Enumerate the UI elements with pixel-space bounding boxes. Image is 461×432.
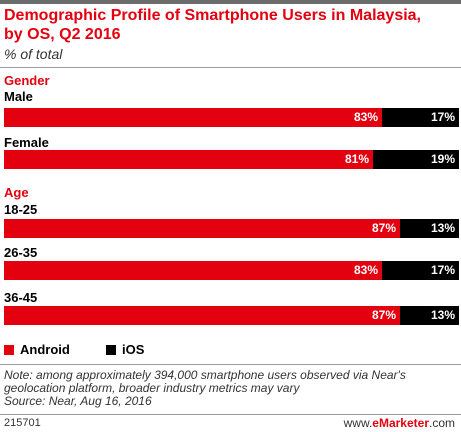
bar-row-female: 81% 19% (4, 150, 459, 169)
divider-notes (0, 364, 461, 365)
bar-row-36-45: 87% 13% (4, 306, 459, 325)
bar-ios-male: 17% (382, 108, 459, 127)
bar-ios-26-35: 17% (382, 261, 459, 280)
group-label-gender: Gender (4, 73, 50, 88)
brand-link[interactable]: www.eMarketer.com (344, 416, 455, 430)
bar-row-26-35: 83% 17% (4, 261, 459, 280)
legend-label-ios: iOS (122, 342, 145, 357)
data-label-ios-male: 17% (430, 110, 455, 124)
bar-android-26-35: 83% (4, 261, 382, 280)
legend-item-ios: iOS (106, 342, 144, 357)
brand-suffix: .com (428, 416, 455, 430)
bar-row-18-25: 87% 13% (4, 219, 459, 238)
data-label-android-36-45: 87% (371, 308, 396, 322)
group-label-age: Age (4, 185, 29, 200)
notes: Note: among approximately 394,000 smartp… (4, 369, 454, 408)
bar-ios-36-45: 13% (400, 306, 459, 325)
data-label-android-18-25: 87% (371, 221, 396, 235)
legend-swatch-ios (106, 344, 116, 355)
category-label-male: Male (4, 89, 33, 104)
data-label-android-26-35: 83% (353, 263, 378, 277)
legend-label-android: Android (20, 342, 70, 357)
top-bar (0, 0, 461, 4)
data-label-ios-18-25: 13% (430, 221, 455, 235)
note-text: Note: among approximately 394,000 smartp… (4, 368, 406, 395)
bar-ios-female: 19% (373, 150, 459, 169)
brand-prefix: www. (343, 416, 373, 430)
chart-title: Demographic Profile of Smartphone Users … (4, 7, 421, 43)
bar-android-female: 81% (4, 150, 373, 169)
data-label-ios-36-45: 13% (430, 308, 455, 322)
bar-android-18-25: 87% (4, 219, 400, 238)
category-label-26-35: 26-35 (4, 245, 38, 260)
bar-android-36-45: 87% (4, 306, 400, 325)
chart-subtitle: % of total (4, 46, 63, 62)
bar-row-male: 83% 17% (4, 108, 459, 127)
data-label-android-male: 83% (353, 110, 378, 124)
category-label-female: Female (4, 135, 49, 150)
data-label-android-female: 81% (344, 152, 369, 166)
legend-item-android: Android (4, 342, 70, 357)
bar-android-male: 83% (4, 108, 382, 127)
divider-top (0, 67, 461, 68)
brand-name: eMarketer (372, 416, 429, 430)
bar-ios-18-25: 13% (400, 219, 459, 238)
data-label-ios-26-35: 17% (430, 263, 455, 277)
legend-swatch-android (4, 344, 14, 355)
divider-footer (0, 414, 461, 415)
chart-id: 215701 (4, 417, 41, 429)
category-label-36-45: 36-45 (4, 290, 38, 305)
data-label-ios-female: 19% (430, 152, 455, 166)
legend: Android iOS (4, 342, 304, 358)
category-label-18-25: 18-25 (4, 202, 38, 217)
source-text: Source: Near, Aug 16, 2016 (4, 394, 152, 408)
